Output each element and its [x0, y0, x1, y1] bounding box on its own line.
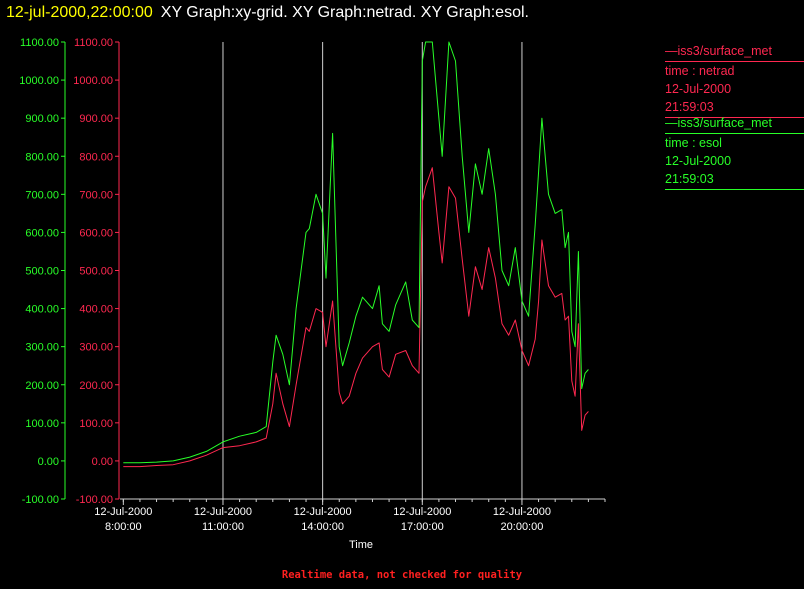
title-time: 12-jul-2000,22:00:00: [6, 4, 153, 21]
xtick-time-0: 8:00:00: [105, 521, 142, 533]
ytick-label-netrad-9: 800.00: [79, 151, 113, 163]
ytick-label-esol-0: -100.00: [22, 494, 59, 506]
netrad-series-line: [123, 167, 589, 468]
ytick-label-esol-6: 500.00: [25, 266, 59, 278]
ytick-label-netrad-7: 600.00: [79, 227, 113, 239]
series-layer: [123, 41, 589, 468]
ytick-label-netrad-6: 500.00: [79, 266, 113, 278]
ytick-label-esol-11: 1000.00: [19, 75, 59, 87]
ytick-label-esol-7: 600.00: [25, 227, 59, 239]
x-axis-label: Time: [349, 539, 373, 551]
legend-time-netrad: 21:59:03: [665, 98, 804, 118]
ytick-label-netrad-1: 0.00: [92, 456, 113, 468]
ytick-label-netrad-8: 700.00: [79, 189, 113, 201]
ytick-label-esol-4: 300.00: [25, 342, 59, 354]
ytick-label-esol-12: 1100.00: [20, 37, 59, 49]
xtick-date-3: 12-Jul-2000: [393, 506, 451, 518]
xtick-time-1: 11:00:00: [202, 521, 244, 533]
ytick-label-netrad-3: 200.00: [79, 380, 113, 392]
legend-time-esol: 21:59:03: [665, 170, 804, 190]
ytick-label-netrad-5: 400.00: [79, 304, 113, 316]
legend-name-netrad: —iss3/surface_met: [665, 42, 804, 62]
ytick-label-esol-9: 800.00: [25, 151, 59, 163]
footer-note: Realtime data, not checked for quality: [281, 569, 523, 581]
ytick-label-esol-10: 900.00: [25, 113, 59, 125]
ytick-label-esol-1: 0.00: [38, 456, 59, 468]
legend-entry-netrad: —iss3/surface_met time : netrad 12-Jul-2…: [665, 42, 804, 118]
ytick-label-netrad-2: 100.00: [79, 418, 113, 430]
title-bar: 12-jul-2000,22:00:00 XY Graph:xy-grid. XY…: [0, 0, 804, 28]
y-tick-labels: -100.00 -100.00 0.00 0.00 100.00 100.00 200.00…: [19, 37, 113, 506]
ytick-label-esol-3: 200.00: [25, 380, 59, 392]
xtick-time-4: 20:00:00: [501, 521, 544, 533]
ytick-label-esol-2: 100.00: [25, 418, 59, 430]
ytick-label-esol-8: 700.00: [25, 189, 59, 201]
ytick-label-netrad-4: 300.00: [79, 342, 113, 354]
legend-entry-esol: —iss3/surface_met time : esol 12-Jul-200…: [665, 114, 804, 190]
ytick-label-netrad-11: 1000.00: [73, 75, 113, 87]
axes: [61, 41, 606, 505]
title-graphs: XY Graph:xy-grid. XY Graph:netrad. XY Gr…: [160, 4, 529, 21]
xtick-time-3: 17:00:00: [401, 521, 444, 533]
legend-name-esol: —iss3/surface_met: [665, 114, 804, 134]
ytick-label-netrad-12: 1100.00: [74, 37, 113, 49]
x-tick-labels: 12-Jul-2000 8:00:00 12-Jul-2000 11:00:00 12-…: [94, 506, 551, 533]
esol-series-line: [123, 41, 589, 464]
xtick-date-0: 12-Jul-2000: [94, 506, 152, 518]
xtick-date-4: 12-Jul-2000: [493, 506, 551, 518]
xy-graph: -100.00 -100.00 0.00 0.00 100.00 100.00 200.00…: [19, 37, 606, 551]
ytick-label-netrad-10: 900.00: [79, 113, 113, 125]
legend-var-esol: time : esol: [665, 136, 722, 150]
legend-date-netrad: 12-Jul-2000: [665, 82, 732, 96]
xtick-time-2: 14:00:00: [301, 521, 344, 533]
ytick-label-netrad-0: -100.00: [76, 494, 113, 506]
xtick-date-2: 12-Jul-2000: [294, 506, 352, 518]
xtick-date-1: 12-Jul-2000: [194, 506, 252, 518]
legend-var-netrad: time : netrad: [665, 64, 735, 78]
ytick-label-esol-5: 400.00: [25, 304, 59, 316]
legend-date-esol: 12-Jul-2000: [665, 154, 732, 168]
grid-lines: [222, 42, 523, 499]
